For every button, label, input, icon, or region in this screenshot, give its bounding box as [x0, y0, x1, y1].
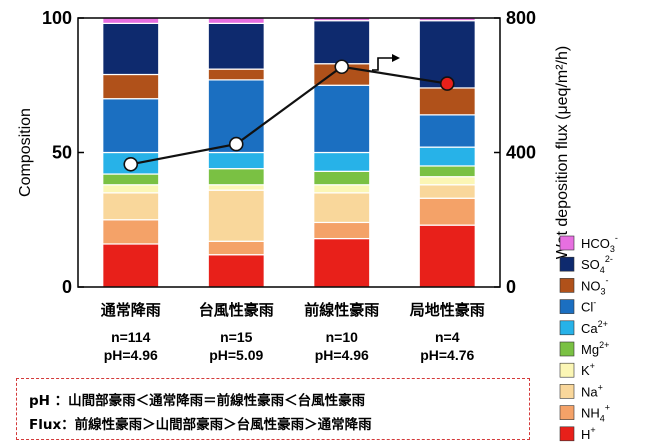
legend-swatch-NH4+ — [559, 405, 575, 420]
ph-value-3: pH=4.76 — [420, 347, 474, 363]
bar-segment-1-3 — [418, 197, 476, 226]
bars-layer — [102, 17, 476, 288]
legend-label-Mg2+: Mg2+ — [581, 340, 609, 357]
bar-segment-6-2 — [313, 84, 371, 154]
flux-line-layer — [123, 59, 455, 172]
bar-segment-0-0 — [102, 243, 160, 288]
legend-label-Ca2+: Ca2+ — [581, 319, 608, 336]
category-label-0: 通常降雨 — [101, 301, 161, 319]
ph-value-0: pH=4.96 — [104, 347, 158, 363]
bar-segment-6-0 — [102, 98, 160, 154]
legend-label-Na+: Na+ — [581, 382, 603, 399]
bar-segment-0-2 — [313, 237, 371, 288]
legend-label-NH4+: NH4+ — [581, 403, 610, 424]
legend-swatch-NO3- — [559, 278, 575, 293]
bar-segment-3-0 — [102, 184, 160, 194]
bar-segment-4-2 — [313, 170, 371, 186]
legend-swatch-Mg2+ — [559, 341, 575, 357]
legend-label-Cl-: Cl- — [581, 298, 596, 315]
sample-count-2: n=10 — [326, 329, 359, 345]
bar-segment-6-3 — [418, 114, 476, 148]
y2-tick-label-1: 400 — [506, 143, 536, 163]
legend-swatch-HCO3- — [559, 235, 575, 251]
bar-segment-2-2 — [313, 192, 371, 224]
bar-segment-4-0 — [102, 173, 160, 186]
bar-segment-6-1 — [207, 79, 265, 154]
legend-swatch-Ca2+ — [559, 320, 575, 336]
legend-label-HCO3-: HCO3- — [581, 233, 618, 254]
legend-label-SO42-: SO42- — [581, 254, 613, 275]
bar-segment-3-2 — [313, 184, 371, 194]
y-tick-label-1: 50 — [52, 143, 72, 163]
bar-segment-2-1 — [207, 189, 265, 242]
bar-segment-1-1 — [207, 240, 265, 256]
summary-note-box: pH ：山間部豪雨＜通常降雨＝前線性豪雨＜台風性豪雨 Flux：前線性豪雨＞山間… — [16, 378, 530, 440]
bar-segment-0-3 — [418, 224, 476, 288]
bar-segment-1-2 — [313, 221, 371, 240]
flux-point-3 — [439, 76, 455, 91]
bar-segment-8-1 — [207, 22, 265, 70]
bar-segment-5-2 — [313, 151, 371, 172]
category-labels: 通常降雨 n=114 pH=4.96 台風性豪雨 n=15 pH=5.09 前線性豪雨 n=1… — [101, 301, 485, 363]
y-axis-label: Composition — [17, 108, 34, 197]
sample-count-1: n=15 — [220, 329, 253, 345]
bar-segment-3-3 — [418, 176, 476, 186]
flux-arrow-icon — [372, 54, 400, 71]
bar-segment-8-0 — [102, 22, 160, 76]
bar-segment-0-1 — [207, 254, 265, 288]
category-label-1: 台風性豪雨 — [199, 301, 274, 319]
note-ph-line: pH ：山間部豪雨＜通常降雨＝前線性豪雨＜台風性豪雨 — [29, 393, 366, 409]
bar-segment-7-0 — [102, 73, 160, 100]
legend: HCO3-SO42-NO3- Cl- Ca2+ Mg2+ K+ Na+ NH4+H+ — [559, 233, 618, 442]
legend-swatch-Cl- — [559, 299, 575, 314]
y-tick-label-2: 100 — [42, 8, 72, 28]
legend-swatch-K+ — [559, 362, 575, 378]
bar-segment-2-3 — [418, 184, 476, 199]
y2-tick-label-0: 0 — [506, 277, 516, 297]
legend-swatch-SO42- — [559, 256, 575, 272]
ph-value-2: pH=4.96 — [315, 347, 369, 363]
bar-segment-5-1 — [207, 151, 265, 170]
legend-swatch-Na+ — [559, 384, 575, 399]
bar-segment-8-2 — [313, 20, 371, 65]
legend-label-H+: H+ — [581, 425, 596, 442]
legend-label-NO3-: NO3- — [581, 275, 609, 296]
note-flux-line: Flux：前線性豪雨＞山間部豪雨＞台風性豪雨＞通常降雨 — [29, 417, 372, 433]
legend-label-K+: K+ — [581, 361, 595, 378]
sample-count-0: n=114 — [111, 329, 151, 345]
bar-segment-1-0 — [102, 219, 160, 245]
flux-line — [130, 65, 448, 166]
bar-segment-5-3 — [418, 146, 476, 167]
bar-segment-2-0 — [102, 192, 160, 221]
bar-segment-9-0 — [102, 17, 160, 24]
y2-axis-label: Wet deposition flux (μeq/m²/h) — [554, 46, 571, 259]
y2-tick-label-2: 800 — [506, 8, 536, 28]
bar-segment-9-1 — [207, 17, 265, 24]
flux-point-0 — [123, 156, 139, 172]
bar-segment-4-3 — [418, 165, 476, 178]
ph-value-1: pH=5.09 — [209, 347, 263, 363]
category-label-2: 前線性豪雨 — [304, 301, 379, 319]
axis-ticks: 0 50 100 0 400 800 — [42, 8, 536, 297]
flux-point-2 — [334, 59, 350, 75]
bar-segment-4-1 — [207, 168, 265, 186]
bar-segment-7-1 — [207, 68, 265, 81]
legend-swatch-H+ — [559, 426, 575, 442]
bar-segment-7-3 — [418, 87, 476, 116]
category-label-3: 局地性豪雨 — [409, 301, 485, 319]
y-tick-label-0: 0 — [62, 277, 72, 297]
flux-point-1 — [228, 136, 244, 152]
sample-count-3: n=4 — [435, 329, 460, 345]
bar-segment-3-1 — [207, 184, 265, 191]
